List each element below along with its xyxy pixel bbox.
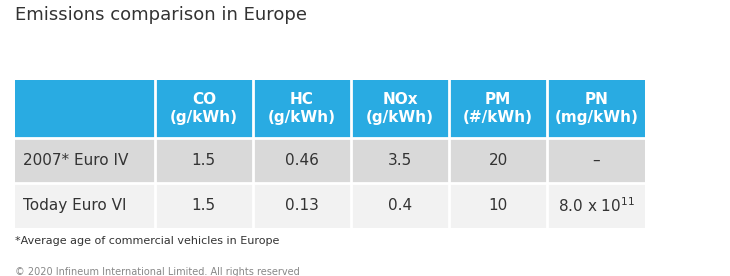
Bar — [351, 79, 449, 138]
Text: –: – — [593, 153, 600, 168]
Bar — [449, 183, 548, 228]
Text: 10: 10 — [488, 198, 508, 213]
Bar — [155, 79, 253, 138]
Text: 0.46: 0.46 — [285, 153, 319, 168]
Bar — [548, 138, 645, 183]
Bar — [253, 79, 351, 138]
Text: HC
(g/kWh): HC (g/kWh) — [268, 92, 336, 125]
Bar — [449, 79, 548, 138]
Text: 8.0 x 10$^{11}$: 8.0 x 10$^{11}$ — [558, 196, 635, 215]
Text: 0.4: 0.4 — [388, 198, 412, 213]
Bar — [548, 183, 645, 228]
Bar — [351, 138, 449, 183]
Text: Emissions comparison in Europe: Emissions comparison in Europe — [15, 6, 307, 25]
Text: 3.5: 3.5 — [388, 153, 412, 168]
Text: NOx
(g/kWh): NOx (g/kWh) — [366, 92, 434, 125]
Text: PM
(#/kWh): PM (#/kWh) — [463, 92, 533, 125]
Bar — [253, 138, 351, 183]
Bar — [15, 183, 155, 228]
Bar — [15, 138, 155, 183]
Text: 20: 20 — [488, 153, 508, 168]
Bar — [15, 79, 155, 138]
Bar — [155, 138, 253, 183]
Bar — [548, 79, 645, 138]
Text: PN
(mg/kWh): PN (mg/kWh) — [554, 92, 638, 125]
Bar — [449, 138, 548, 183]
Text: © 2020 Infineum International Limited. All rights reserved: © 2020 Infineum International Limited. A… — [15, 267, 299, 276]
Bar — [155, 183, 253, 228]
Text: *Average age of commercial vehicles in Europe: *Average age of commercial vehicles in E… — [15, 237, 279, 246]
Bar — [253, 183, 351, 228]
Text: 1.5: 1.5 — [192, 198, 216, 213]
Text: 1.5: 1.5 — [192, 153, 216, 168]
Text: CO
(g/kWh): CO (g/kWh) — [170, 92, 238, 125]
Bar — [351, 183, 449, 228]
Text: 2007* Euro IV: 2007* Euro IV — [23, 153, 128, 168]
Text: 0.13: 0.13 — [285, 198, 319, 213]
Text: Today Euro VI: Today Euro VI — [23, 198, 127, 213]
